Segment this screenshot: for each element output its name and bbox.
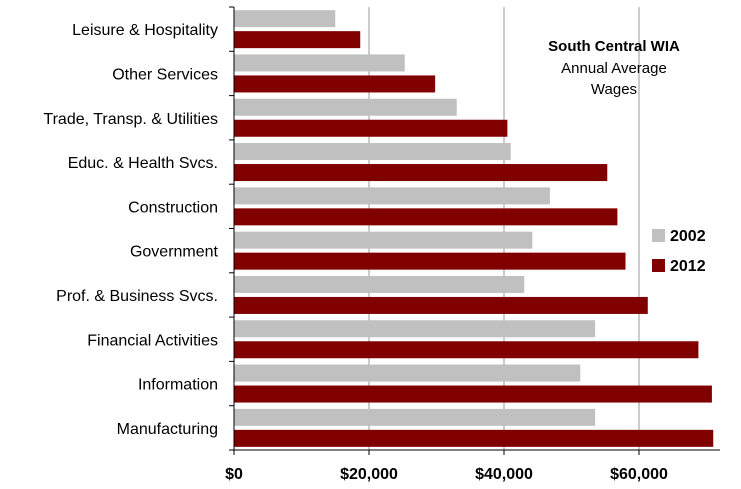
bar-2012-2 [234,119,508,137]
x-tick-label-2: $40,000 [475,466,533,483]
bar-2012-9 [234,429,714,447]
bar-2012-1 [234,75,436,93]
category-label-8: Information [138,377,218,394]
legend-label-2012: 2012 [670,258,706,275]
chart-subtitle-line-2: Wages [591,81,637,98]
category-label-layer: Leisure & Hospitality Other Services Trade… [43,22,218,438]
bar-2002-8 [234,364,581,382]
category-label-1: Other Services [112,66,218,83]
legend-swatch-2002 [652,229,665,242]
bar-2012-8 [234,385,712,403]
bar-2002-4 [234,187,550,205]
bar-2012-0 [234,31,361,49]
bar-2002-5 [234,231,533,249]
bar-2012-4 [234,208,618,226]
bar-2012-3 [234,164,608,182]
legend-label-2002: 2002 [670,228,706,245]
legend-swatch-2012 [652,259,665,272]
category-label-2: Trade, Transp. & Utilities [43,111,218,128]
x-tick-label-0: $0 [225,466,243,483]
x-tick-label-1: $20,000 [340,466,398,483]
bar-2012-6 [234,296,648,314]
bar-2002-3 [234,143,511,161]
bar-layer [234,10,714,447]
bar-2012-5 [234,252,626,270]
chart-subtitle-line-1: Annual Average [561,60,667,77]
category-label-0: Leisure & Hospitality [72,22,218,39]
bar-2002-9 [234,408,596,426]
x-tick-label-3: $60,000 [610,466,668,483]
chart-title: South Central WIA [548,38,680,55]
category-label-4: Construction [128,199,218,216]
category-label-9: Manufacturing [117,421,218,438]
bar-2012-7 [234,341,699,359]
bar-2002-7 [234,320,596,338]
bar-2002-6 [234,275,525,293]
bar-2002-0 [234,10,336,28]
category-label-5: Government [130,244,219,261]
legend: 2002 2012 [652,228,706,275]
bar-2002-2 [234,98,457,116]
category-label-7: Financial Activities [87,332,218,349]
bar-2002-1 [234,54,405,72]
category-label-6: Prof. & Business Svcs. [56,288,218,305]
category-label-3: Educ. & Health Svcs. [68,155,218,172]
tick-label-layer: $0 $20,000 $40,000 $60,000 [225,466,668,483]
axis-layer [229,6,720,455]
